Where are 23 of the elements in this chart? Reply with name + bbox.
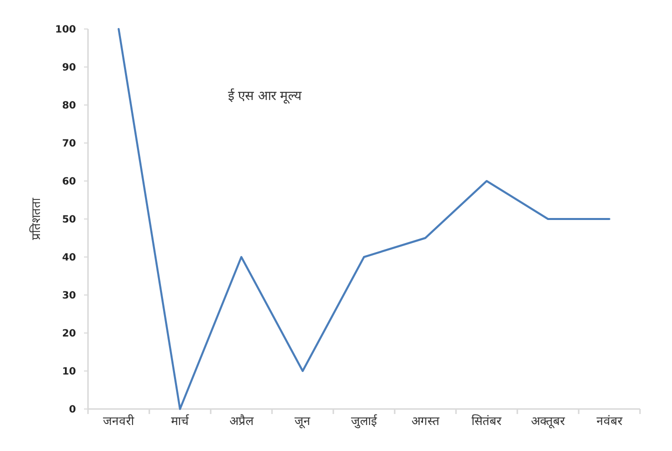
y-tick-label: 20 (62, 328, 76, 340)
x-tick-label: जून (294, 414, 311, 429)
y-tick-label: 60 (62, 176, 76, 188)
y-tick-label: 90 (62, 62, 76, 74)
x-tick-label: अक्तूबर (531, 414, 566, 429)
y-tick-label: 80 (62, 100, 76, 112)
y-tick-label: 50 (62, 214, 76, 226)
x-tick-label: नवंबर (596, 414, 624, 428)
x-tick-label: जुलाई (351, 414, 378, 429)
x-tick-label: जनवरी (103, 414, 136, 428)
y-tick-label: 40 (62, 252, 76, 264)
y-tick-label: 70 (62, 138, 76, 150)
y-tick-label: 0 (69, 404, 76, 416)
y-tick-label: 100 (55, 24, 76, 36)
x-tick-label: मार्च (171, 414, 190, 428)
x-tick-label: अप्रैल (229, 414, 254, 428)
y-axis-title: प्रतिशतता (29, 197, 43, 240)
y-tick-label: 10 (62, 366, 76, 378)
text: ई एस आर मूल्य (228, 88, 302, 104)
x-tick-label: सितंबर (472, 414, 503, 428)
y-tick-label: 30 (62, 290, 76, 302)
x-tick-label: अगस्त (411, 414, 440, 428)
line-series (118, 28, 610, 410)
